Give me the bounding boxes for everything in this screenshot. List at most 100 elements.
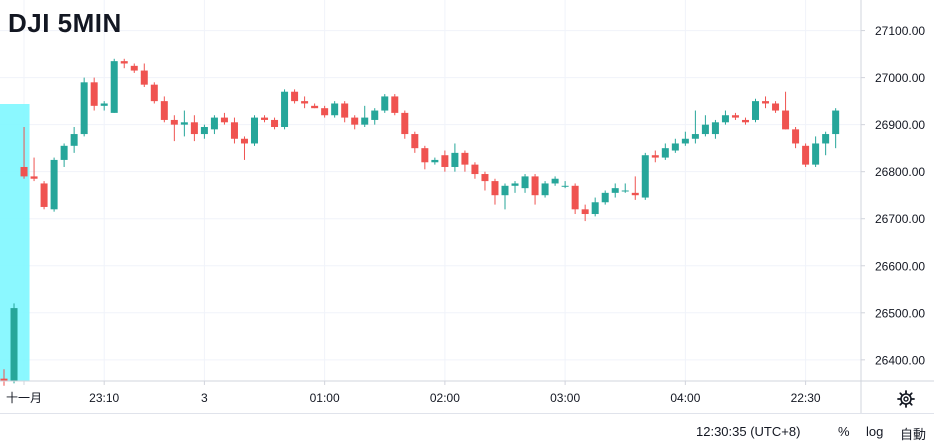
- candle-body: [80, 82, 88, 135]
- candle: [80, 77, 88, 137]
- candle: [491, 178, 499, 205]
- candle: [291, 89, 299, 104]
- candle: [251, 115, 258, 146]
- candle-body: [40, 183, 48, 207]
- candle: [281, 89, 289, 130]
- candle: [822, 131, 830, 156]
- candle: [220, 112, 228, 125]
- candle: [431, 157, 439, 165]
- candle-body: [691, 134, 699, 139]
- candle-body: [351, 117, 359, 125]
- candle-body: [491, 181, 499, 196]
- candle: [401, 110, 409, 139]
- candle-body: [240, 138, 248, 144]
- candle: [671, 138, 679, 153]
- candle: [90, 77, 98, 111]
- candle: [832, 108, 840, 149]
- candle: [541, 181, 549, 198]
- candle-body: [311, 105, 319, 109]
- candle-body: [701, 124, 709, 135]
- price-axis[interactable]: 27100.00 27000.00 26900.00 26800.00 26700.00…: [861, 24, 925, 367]
- candle: [701, 115, 709, 137]
- chart-title: DJI 5MIN: [8, 8, 122, 38]
- gear-icon[interactable]: [896, 389, 916, 409]
- candle-body: [20, 166, 28, 177]
- candle: [371, 108, 379, 125]
- candle-body: [0, 378, 8, 381]
- candle-body: [772, 103, 780, 111]
- time-axis[interactable]: 十一月 23:10 3 01:00 02:00 03:00 04:00 22:30: [6, 381, 821, 405]
- candle-body: [671, 143, 679, 151]
- candle: [391, 94, 399, 116]
- candle: [772, 101, 780, 113]
- candle: [421, 145, 429, 170]
- candle: [60, 143, 68, 167]
- candles: [0, 58, 840, 386]
- candle: [140, 63, 148, 88]
- candle: [591, 197, 599, 217]
- candle-body: [461, 152, 469, 165]
- price-chart[interactable]: 27100.00 27000.00 26900.00 26800.00 26700.00…: [0, 0, 934, 413]
- y-tick-label: 26500.00: [875, 306, 925, 320]
- candle-body: [792, 129, 800, 144]
- candle-body: [291, 91, 299, 102]
- candle: [501, 183, 509, 210]
- candle-body: [401, 112, 409, 135]
- candle-body: [421, 148, 429, 163]
- log-scale-button[interactable]: log: [866, 424, 884, 439]
- candle-body: [832, 110, 840, 135]
- candle-body: [641, 155, 649, 198]
- candle: [130, 63, 138, 73]
- percent-scale-button[interactable]: %: [838, 424, 850, 439]
- candle-body: [661, 148, 669, 158]
- candle-body: [230, 122, 238, 139]
- x-tick-label: 3: [201, 391, 208, 405]
- candle-body: [331, 103, 339, 116]
- candle: [341, 101, 349, 123]
- candle-body: [361, 117, 369, 125]
- candle-body: [752, 101, 759, 120]
- candle: [631, 176, 639, 200]
- grid-lines: [0, 0, 861, 381]
- y-tick-label: 26400.00: [875, 353, 925, 367]
- candle-body: [281, 91, 289, 127]
- candle-body: [180, 122, 188, 125]
- candle: [210, 115, 218, 135]
- candle: [120, 58, 128, 69]
- candle: [311, 103, 319, 109]
- candle-body: [741, 119, 749, 123]
- candle-body: [110, 61, 118, 113]
- candle-body: [160, 101, 168, 120]
- candle: [40, 181, 48, 210]
- candle: [461, 150, 469, 172]
- candle-body: [631, 192, 639, 196]
- candle: [752, 98, 759, 123]
- candle-body: [150, 84, 158, 102]
- candle: [411, 131, 419, 153]
- x-tick-label: 04:00: [670, 391, 700, 405]
- x-tick-label: 十一月: [6, 391, 42, 405]
- candle: [30, 157, 38, 182]
- candle-body: [812, 143, 820, 165]
- candle: [170, 115, 178, 142]
- candle-body: [10, 308, 18, 381]
- candle-body: [531, 176, 539, 196]
- candle: [160, 96, 168, 123]
- candle: [531, 174, 539, 205]
- candle-body: [681, 138, 689, 144]
- candle: [70, 127, 78, 153]
- candle: [451, 143, 459, 172]
- candle-body: [190, 122, 198, 135]
- candle: [711, 119, 719, 139]
- candle-body: [711, 122, 719, 135]
- candle: [10, 303, 18, 384]
- candle: [0, 369, 8, 386]
- candle-body: [561, 185, 569, 187]
- candle: [271, 117, 279, 130]
- y-tick-label: 27000.00: [875, 71, 925, 85]
- auto-scale-button[interactable]: 自動: [900, 427, 927, 442]
- candle: [190, 115, 198, 142]
- candle: [521, 174, 529, 193]
- candle: [361, 105, 369, 127]
- candle: [301, 96, 309, 109]
